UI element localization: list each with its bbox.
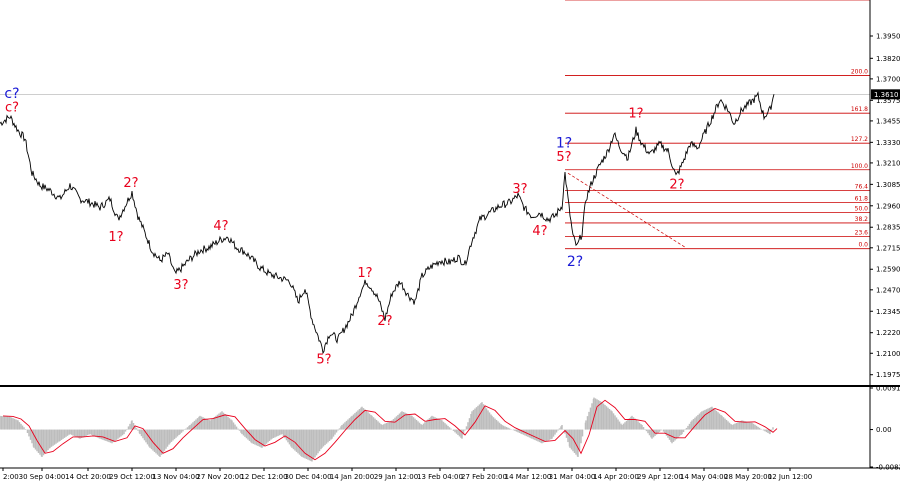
wave-label: 2?	[669, 178, 684, 193]
price-tick-label: 1.2590	[876, 266, 900, 274]
price-layer: 1.3610	[0, 89, 900, 355]
price-tick-label: 1.2220	[876, 329, 900, 337]
price-tick-label: 1.3330	[876, 139, 900, 147]
price-tick-label: 1.2835	[876, 224, 900, 232]
time-tick-label: 12 Dec 12:00	[240, 473, 287, 481]
time-tick-label: 28 May 20:00	[724, 473, 772, 481]
macd-signal-line	[2, 399, 778, 461]
fib-level-label: 0.0	[858, 242, 868, 249]
time-tick-label: 14 May 04:00	[680, 473, 728, 481]
wave-label: 5?	[316, 353, 331, 368]
fib-trend-line	[567, 172, 687, 249]
wave-label: 1?	[556, 135, 572, 151]
time-tick-label: 2:00	[3, 473, 19, 481]
fib-level-label: 200.0	[851, 68, 868, 75]
wave-label: 2?	[123, 176, 138, 191]
time-tick-label: 30 Dec 04:00	[284, 473, 331, 481]
wave-label: 1?	[357, 266, 372, 281]
price-tick-label: 1.2470	[876, 286, 900, 294]
macd-tick-label: 0.00	[876, 426, 892, 434]
time-tick-label: 27 Feb 20:00	[461, 473, 507, 481]
price-tick-label: 1.1975	[876, 371, 900, 379]
fib-level-label: 161.8	[851, 106, 868, 113]
time-tick-label: 13 Feb 04:00	[417, 473, 463, 481]
wave-label: 1?	[108, 230, 123, 245]
time-tick-label: 27 Nov 20:00	[196, 473, 243, 481]
fib-level-label: 61.8	[855, 195, 869, 202]
price-tick-label: 1.3575	[876, 97, 900, 105]
time-tick-label: 31 Mar 04:00	[549, 473, 596, 481]
fib-level-label: 23.6	[855, 230, 869, 237]
wave-label: 4?	[532, 224, 547, 239]
wave-labels-layer: c?c?2?1?4?3?1?5?2?3?4?1?5?2?1?2?	[4, 86, 684, 368]
fib-level-label: 100.0	[851, 163, 868, 170]
price-tick-label: 1.3700	[876, 75, 900, 83]
wave-label: 2?	[377, 314, 392, 329]
fib-level-label: 76.4	[855, 183, 869, 190]
wave-label: 1?	[628, 106, 643, 121]
price-tick-label: 1.2100	[876, 350, 900, 358]
current-price-box	[871, 89, 900, 100]
wave-label: 2?	[567, 254, 583, 270]
time-tick-label: 14 Mar 12:00	[505, 473, 552, 481]
time-tick-label: 14 Oct 20:00	[65, 473, 111, 481]
time-tick-label: 13 Nov 04:00	[152, 473, 199, 481]
price-tick-label: 1.2715	[876, 244, 900, 252]
price-tick-label: 1.3455	[876, 117, 900, 125]
macd-layer	[0, 397, 778, 462]
time-tick-label: 14 Jan 20:00	[330, 473, 374, 481]
price-tick-label: 1.3820	[876, 55, 900, 63]
fib-levels-layer: 261.8200.0161.8127.2100.076.461.850.038.…	[565, 0, 870, 250]
price-tick-label: 1.2345	[876, 308, 900, 316]
time-tick-label: 14 Apr 20:00	[593, 473, 639, 481]
fib-level-label: 38.2	[855, 216, 869, 223]
wave-label: 3?	[512, 182, 527, 197]
price-tick-label: 1.3950	[876, 33, 900, 41]
fib-level-label: 50.0	[855, 206, 869, 213]
price-tick-label: 1.2960	[876, 202, 900, 210]
current-price-label: 1.3610	[874, 91, 899, 99]
price-series-line	[0, 91, 775, 355]
wave-label: c?	[4, 86, 19, 102]
price-tick-label: 1.3085	[876, 181, 900, 189]
wave-label: 3?	[173, 278, 188, 293]
price-tick-label: 1.3210	[876, 159, 900, 167]
macd-tick-label: 0.0091	[876, 385, 900, 393]
time-tick-label: 29 Apr 12:00	[637, 473, 683, 481]
time-tick-label: 12 Jun 12:00	[768, 473, 812, 481]
time-tick-label: 29 Oct 12:00	[109, 473, 155, 481]
time-tick-label: 30 Sep 04:00	[19, 473, 66, 481]
wave-label: 5?	[556, 150, 571, 165]
wave-label: c?	[5, 100, 19, 115]
wave-label: 4?	[213, 219, 228, 234]
fib-level-label: 127.2	[851, 136, 868, 143]
time-tick-label: 29 Jan 12:00	[374, 473, 418, 481]
